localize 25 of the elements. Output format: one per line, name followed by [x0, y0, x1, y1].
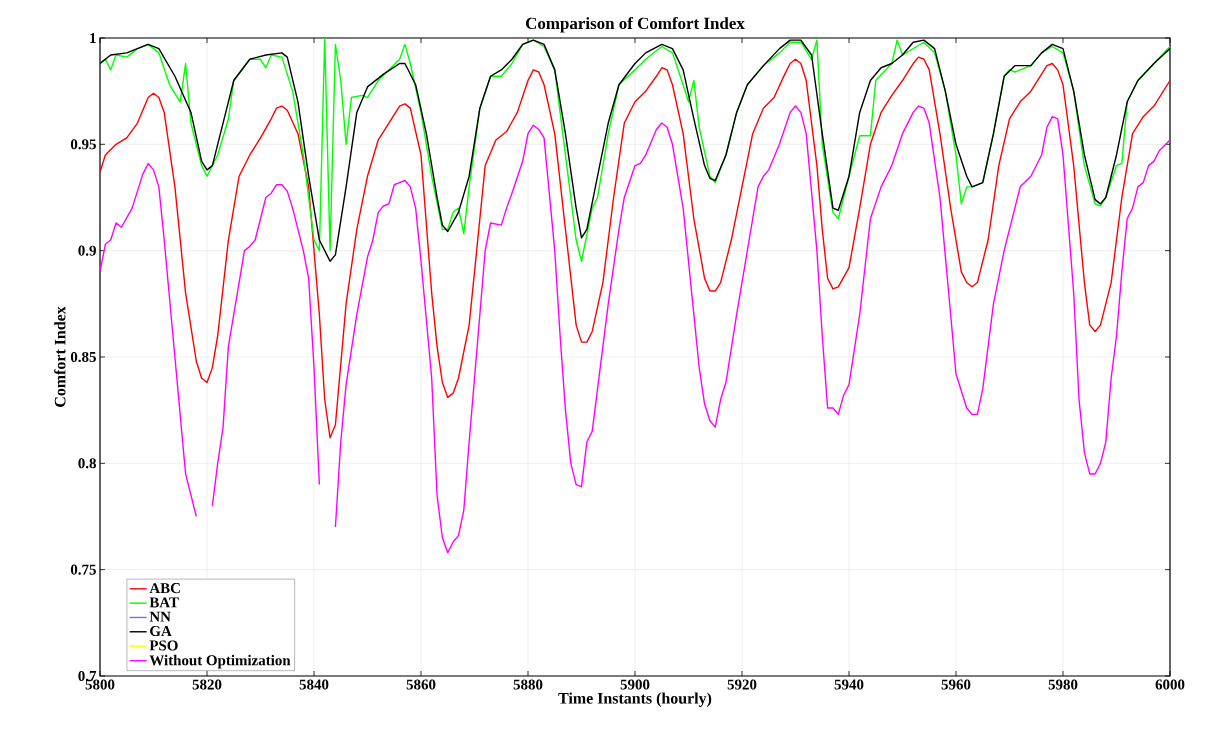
x-tick-label: 5940 [834, 679, 864, 690]
x-tick-label: 5980 [1048, 679, 1078, 690]
x-tick-label: 6000 [1155, 679, 1185, 690]
x-tick-label: 5900 [620, 679, 650, 690]
x-axis-title: Time Instants (hourly) [558, 692, 712, 707]
y-tick-label: 0.85 [70, 351, 96, 363]
y-tick-label: 1 [90, 33, 96, 43]
legend-label: Without Optimization [149, 654, 291, 669]
legend-label: NN [149, 611, 171, 622]
x-tick-label: 5860 [406, 679, 436, 690]
x-tick-label: 5960 [941, 679, 971, 690]
y-tick-label: 0.75 [70, 564, 96, 575]
y-tick-label: 0.8 [78, 458, 96, 469]
x-tick-label: 5840 [299, 679, 329, 690]
y-axis-title: Comfort Index [54, 306, 66, 407]
legend-label: ABC [149, 583, 180, 594]
x-tick-label: 5880 [513, 679, 543, 690]
y-tick-label: 0.9 [78, 245, 96, 256]
chart-title: Comparison of Comfort Index [525, 16, 745, 33]
legend-label: PSO [149, 640, 178, 651]
legend-label: GA [150, 626, 172, 637]
x-tick-label: 5820 [192, 679, 222, 690]
x-tick-label: 5920 [727, 679, 757, 690]
legend-label: BAT [149, 597, 179, 608]
y-tick-label: 0.95 [70, 139, 96, 150]
